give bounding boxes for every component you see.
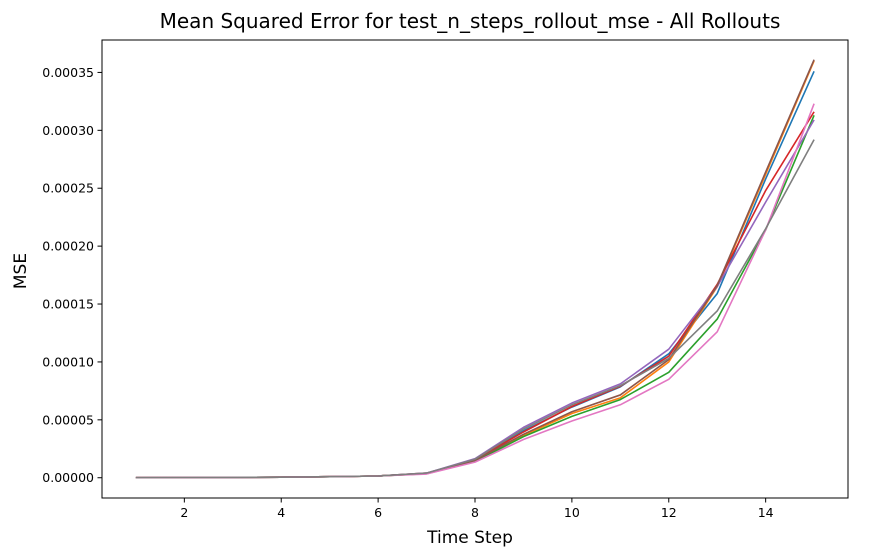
- series-line-2: [135, 60, 815, 479]
- x-tick-label-1: 2: [180, 505, 188, 520]
- x-axis-label: Time Step: [426, 528, 513, 548]
- x-tick-label-3: 6: [374, 505, 382, 520]
- series-line-1: [135, 70, 815, 479]
- x-tick-label-4: 8: [471, 505, 479, 520]
- chart-title: Mean Squared Error for test_n_steps_roll…: [160, 9, 781, 33]
- series-line-6: [135, 59, 815, 479]
- x-tick-label-6: 12: [661, 505, 677, 520]
- series-line-3: [135, 114, 815, 479]
- y-tick-label-8: 0.00035: [42, 65, 94, 80]
- series-line-8: [135, 139, 815, 479]
- x-tick-label-2: 4: [277, 505, 285, 520]
- x-tick-label-7: 14: [758, 505, 774, 520]
- x-tick-label-5: 10: [564, 505, 580, 520]
- series-layer: [135, 59, 815, 479]
- y-tick-label-6: 0.00025: [42, 181, 94, 196]
- y-tick-label-1: 0.00000: [42, 470, 94, 485]
- y-tick-label-4: 0.00015: [42, 297, 94, 312]
- y-tick-label-7: 0.00030: [42, 123, 94, 138]
- y-axis-label: MSE: [11, 253, 31, 289]
- y-tick-label-2: 0.00005: [42, 412, 94, 427]
- y-tick-label-3: 0.00010: [42, 354, 94, 369]
- y-tick-label-5: 0.00020: [42, 239, 94, 254]
- plot-frame: [101, 39, 849, 499]
- ticks-layer: 2 4 6 8 10 12 14 0.00000 0.00005 0.00010 0.00015 0.…: [42, 65, 773, 520]
